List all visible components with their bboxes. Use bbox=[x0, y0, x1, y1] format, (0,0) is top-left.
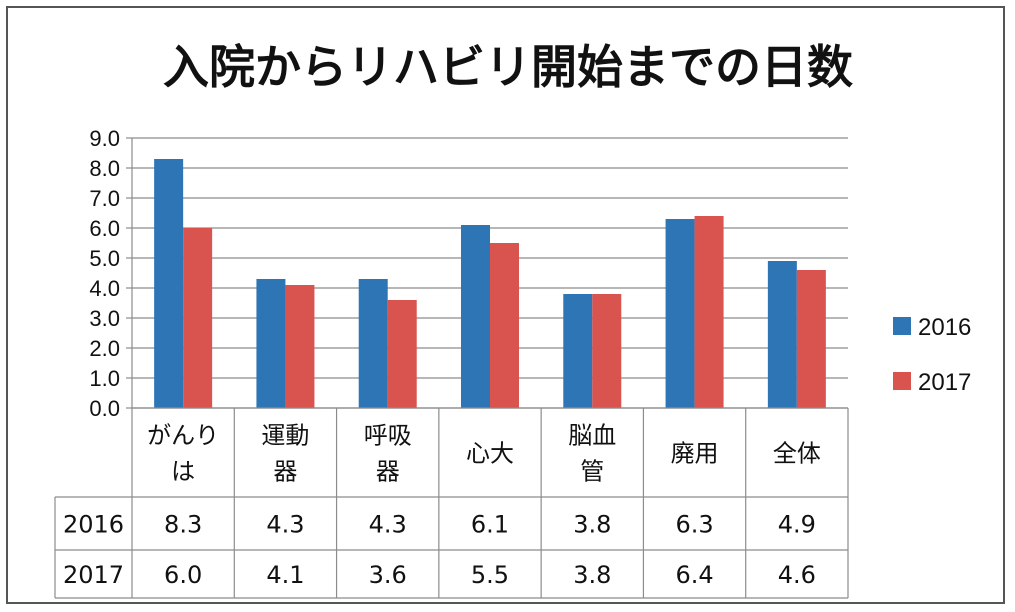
table-value: 3.8 bbox=[573, 561, 611, 589]
category-label: 脳血 bbox=[568, 422, 616, 450]
category-label: 呼吸 bbox=[364, 422, 412, 450]
bar-layer bbox=[154, 159, 826, 408]
y-tick-label: 4.0 bbox=[89, 276, 120, 301]
table-value: 3.8 bbox=[573, 511, 611, 539]
y-tick-label: 1.0 bbox=[89, 366, 120, 391]
category-label: 器 bbox=[273, 458, 297, 486]
table-value: 4.9 bbox=[778, 511, 816, 539]
table-value: 6.4 bbox=[675, 561, 713, 589]
bar-2017-5 bbox=[694, 216, 724, 408]
table-value: 4.3 bbox=[369, 511, 407, 539]
y-tick-label: 7.0 bbox=[89, 186, 120, 211]
category-label: は bbox=[171, 458, 195, 486]
table-series-label: 2016 bbox=[63, 511, 124, 539]
legend-swatch-2017 bbox=[893, 372, 911, 390]
bar-2016-5 bbox=[665, 219, 695, 408]
category-label: 心大 bbox=[466, 440, 514, 468]
legend-label: 2016 bbox=[918, 314, 971, 341]
category-label: 管 bbox=[580, 458, 604, 486]
table-value: 5.5 bbox=[471, 561, 509, 589]
table-value: 4.1 bbox=[266, 561, 304, 589]
bar-2017-6 bbox=[796, 270, 826, 408]
legend: 2016 2017 bbox=[893, 314, 971, 396]
legend-swatch-2016 bbox=[893, 317, 911, 335]
table-value: 6.1 bbox=[471, 511, 509, 539]
y-tick-label: 2.0 bbox=[89, 336, 120, 361]
bar-2017-3 bbox=[490, 243, 519, 408]
table-value: 4.6 bbox=[778, 561, 816, 589]
table-value: 6.0 bbox=[164, 561, 202, 589]
bar-2016-3 bbox=[461, 225, 490, 408]
bar-2017-1 bbox=[285, 285, 315, 408]
y-tick-label: 3.0 bbox=[89, 306, 120, 331]
bar-2016-6 bbox=[767, 261, 797, 408]
table-value: 6.3 bbox=[675, 511, 713, 539]
table-value: 3.6 bbox=[369, 561, 407, 589]
chart-title: 入院からリハビリ開始までの日数 bbox=[163, 40, 853, 94]
y-tick-label: 9.0 bbox=[89, 126, 120, 151]
table-value: 8.3 bbox=[164, 511, 202, 539]
category-label: 運動 bbox=[261, 422, 309, 450]
category-label: がんり bbox=[147, 422, 219, 450]
y-tick-label: 8.0 bbox=[89, 156, 120, 181]
y-tick-label: 0.0 bbox=[89, 396, 120, 421]
legend-label: 2017 bbox=[918, 369, 971, 396]
category-label: 全体 bbox=[773, 440, 821, 468]
category-label: 廃用 bbox=[671, 440, 719, 468]
bar-2016-1 bbox=[256, 279, 286, 408]
table-value: 4.3 bbox=[266, 511, 304, 539]
bar-2016-4 bbox=[563, 294, 593, 408]
bar-2016-2 bbox=[358, 279, 388, 408]
table-series-label: 2017 bbox=[63, 561, 124, 589]
category-label: 器 bbox=[376, 458, 400, 486]
y-tick-label: 6.0 bbox=[89, 216, 120, 241]
bar-2017-0 bbox=[183, 228, 213, 408]
bar-2017-4 bbox=[592, 294, 622, 408]
bar-2017-2 bbox=[387, 300, 417, 408]
y-tick-label: 5.0 bbox=[89, 246, 120, 271]
bar-2016-0 bbox=[154, 159, 184, 408]
